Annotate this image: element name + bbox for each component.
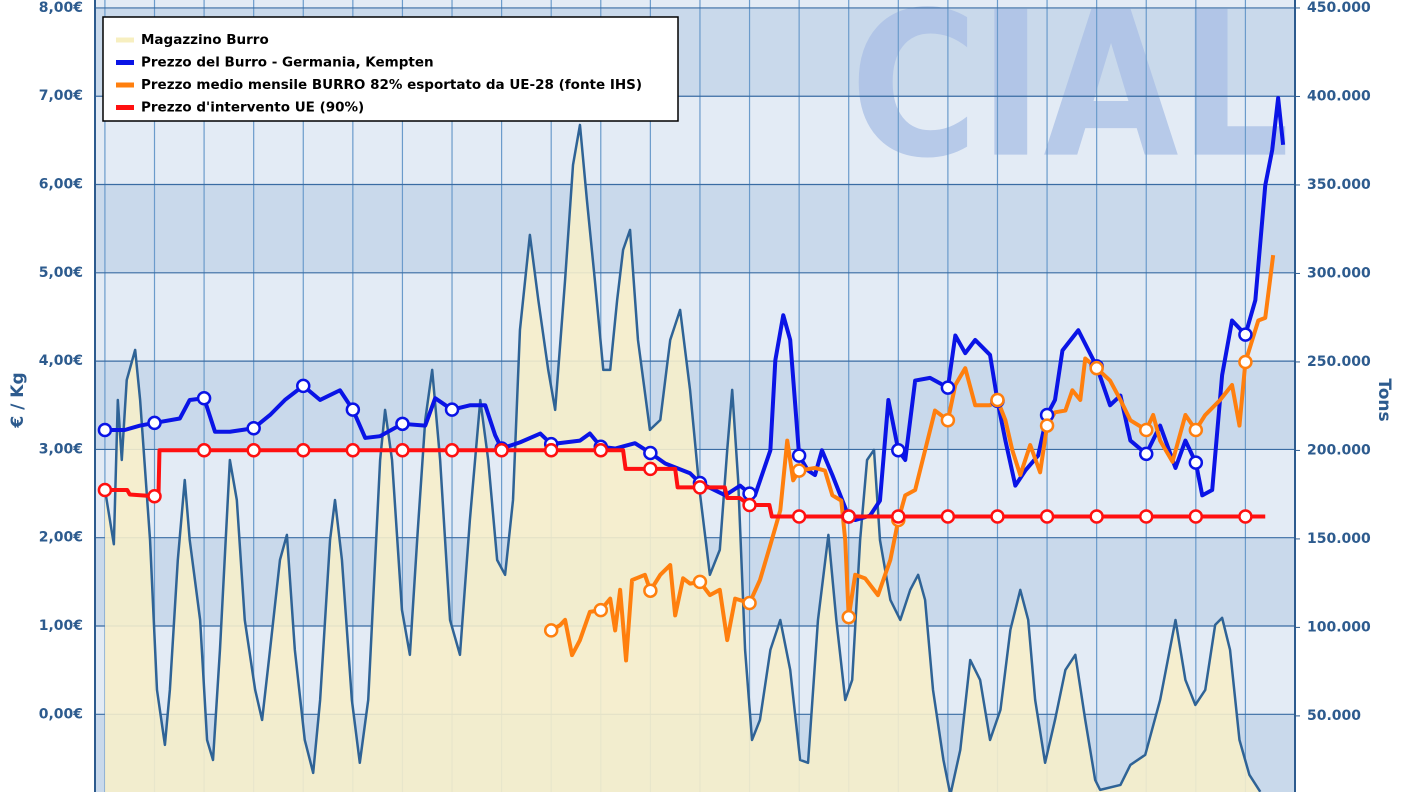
point-marker xyxy=(1238,327,1253,342)
point-marker xyxy=(1138,509,1154,524)
point-marker xyxy=(891,509,906,524)
line xyxy=(104,448,1266,519)
point-marker xyxy=(296,378,311,394)
point-marker xyxy=(97,422,113,438)
point-marker xyxy=(1089,360,1104,376)
point-marker xyxy=(742,497,757,513)
y2-tick-label: 450.000 xyxy=(1307,0,1371,16)
point-marker xyxy=(1039,509,1055,524)
point-marker xyxy=(196,390,212,406)
y2-tick-label: 50.000 xyxy=(1307,708,1361,724)
point-marker xyxy=(593,602,609,618)
y2-tick-label: 100.000 xyxy=(1307,619,1371,635)
y-tick-label: 5,00€ xyxy=(39,265,83,281)
point-marker xyxy=(1188,509,1204,524)
y-tick-label: 2,00€ xyxy=(39,530,83,546)
legend-label: Prezzo medio mensile BURRO 82% esportato… xyxy=(141,77,642,93)
point-marker xyxy=(1039,418,1055,433)
point-marker xyxy=(296,443,311,458)
point-marker xyxy=(891,443,906,458)
point-marker xyxy=(444,402,460,417)
y-tick-label: 7,00€ xyxy=(39,88,83,104)
point-marker xyxy=(791,463,807,478)
y-tick-label: 0,00€ xyxy=(39,706,83,722)
point-marker xyxy=(1238,354,1253,370)
point-marker xyxy=(196,443,212,458)
point-marker xyxy=(593,443,609,458)
point-marker xyxy=(1188,422,1204,438)
y2-axis-title: Tons xyxy=(1374,378,1394,421)
point-marker xyxy=(791,509,807,524)
point-marker xyxy=(345,443,361,458)
point-marker xyxy=(940,509,956,524)
legend-label: Magazzino Burro xyxy=(141,32,269,48)
y2-tick-label: 150.000 xyxy=(1307,531,1371,547)
y-tick-label: 6,00€ xyxy=(39,177,83,193)
point-marker xyxy=(990,392,1005,408)
point-marker xyxy=(841,509,856,524)
area xyxy=(104,124,1261,792)
point-marker xyxy=(395,416,410,432)
y-tick-label: 8,00€ xyxy=(39,0,83,16)
point-marker xyxy=(97,482,113,498)
point-marker xyxy=(643,583,658,598)
area-line xyxy=(103,123,1262,792)
marks xyxy=(97,96,1286,792)
point-marker xyxy=(742,595,757,611)
point-marker xyxy=(1089,509,1104,524)
point-marker xyxy=(643,461,658,477)
point-marker xyxy=(791,448,807,463)
point-marker xyxy=(692,480,708,495)
point-marker xyxy=(395,443,410,458)
y-tick-label: 1,00€ xyxy=(39,618,83,634)
legend-label: Prezzo del Burro - Germania, Kempten xyxy=(141,55,434,71)
point-marker xyxy=(1138,422,1154,438)
point-marker xyxy=(147,488,162,504)
point-marker xyxy=(742,486,757,501)
legend-box xyxy=(102,16,679,122)
point-marker xyxy=(940,413,956,428)
y-axis-title: € / Kg xyxy=(8,372,28,428)
point-marker xyxy=(1138,446,1154,462)
y2-tick-label: 300.000 xyxy=(1307,265,1371,281)
point-marker xyxy=(444,443,460,458)
watermark: CIAL xyxy=(850,0,1290,203)
legend: Magazzino Burro Prezzo del Burro - German… xyxy=(102,16,679,122)
point-marker xyxy=(643,445,658,461)
point-marker xyxy=(940,380,956,395)
point-marker xyxy=(246,443,261,458)
point-marker xyxy=(1238,509,1253,524)
y2-tick-label: 250.000 xyxy=(1307,354,1371,370)
band xyxy=(95,0,1295,8)
axes: 0,00€ 1,00€ 2,00€ 3,00€ 4,00€ 5,00€ 6,00€ 7,00€… xyxy=(39,0,1371,724)
point-marker xyxy=(246,420,261,436)
y-tick-label: 4,00€ xyxy=(39,353,83,369)
point-marker xyxy=(494,443,509,458)
point-marker xyxy=(543,623,559,638)
y2-tick-label: 200.000 xyxy=(1307,442,1371,458)
point-marker xyxy=(543,443,559,458)
point-marker xyxy=(1188,455,1204,470)
point-marker xyxy=(990,509,1005,524)
point-marker xyxy=(147,415,162,431)
y-tick-label: 3,00€ xyxy=(39,441,83,457)
y2-tick-label: 350.000 xyxy=(1307,177,1371,193)
point-marker xyxy=(345,402,361,417)
point-marker xyxy=(692,574,708,590)
band xyxy=(95,184,1295,273)
point-marker xyxy=(841,609,856,625)
band xyxy=(95,272,1295,362)
legend-label: Prezzo d'intervento UE (90%) xyxy=(141,100,364,116)
y2-tick-label: 400.000 xyxy=(1307,88,1371,104)
